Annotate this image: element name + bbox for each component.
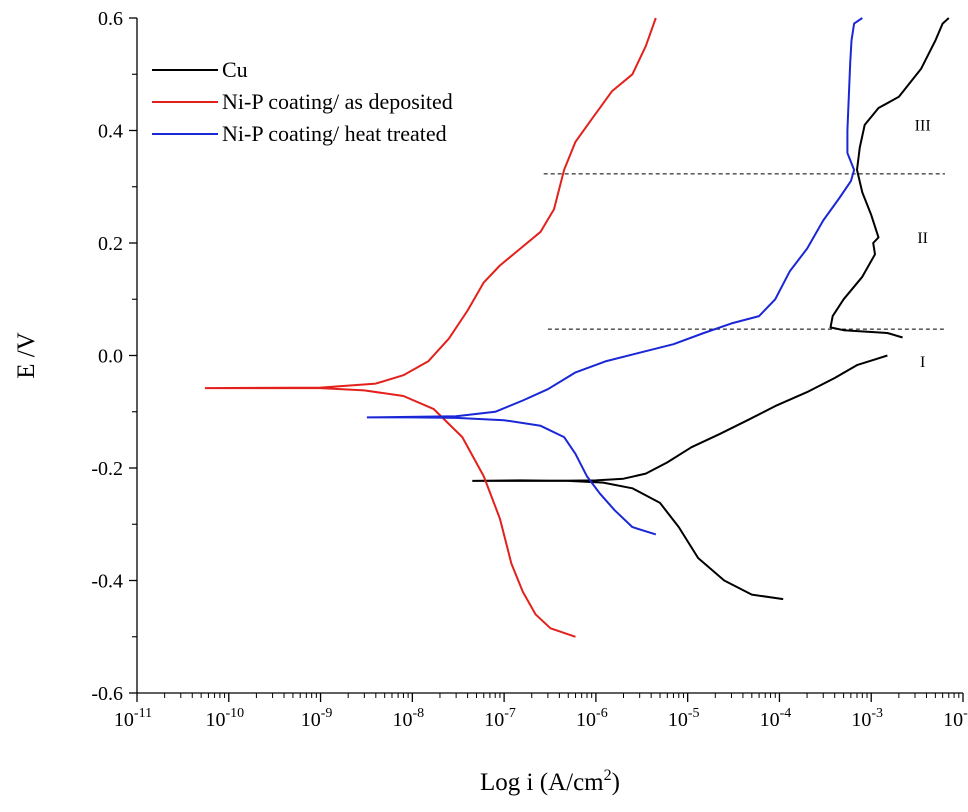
y-tick-label: -0.4 bbox=[91, 571, 123, 593]
y-tick-label: 0.4 bbox=[98, 121, 123, 143]
x-tick-label: 10-6 bbox=[576, 706, 608, 731]
series-line-ni-p-coating-heat-treated bbox=[366, 17, 863, 536]
reference-lines bbox=[543, 173, 945, 330]
region-label: II bbox=[917, 230, 928, 247]
legend-label: Ni-P coating/ as deposited bbox=[222, 89, 453, 114]
x-axis-title: Log i (A/cm2) bbox=[480, 767, 620, 796]
x-tick-label: 10-9 bbox=[301, 706, 333, 731]
x-tick-label: 10-8 bbox=[392, 706, 424, 731]
legend-label: Cu bbox=[222, 57, 248, 82]
region-label: III bbox=[915, 118, 931, 135]
x-tick-label: 10-7 bbox=[484, 706, 516, 731]
legend: Cu Ni-P coating/ as deposited Ni-P coating… bbox=[152, 57, 453, 146]
series-line-ni-p-coating-as-deposited bbox=[204, 17, 657, 638]
axes: 0.6 0.4 0.2 0.0 -0.2 -0.4 -0.610-11 10-10 10-9 10… bbox=[91, 8, 968, 731]
y-tick-label: 0.2 bbox=[98, 233, 123, 255]
y-tick-label: -0.6 bbox=[91, 683, 123, 705]
series-lines bbox=[204, 17, 950, 638]
x-tick-label: 10-5 bbox=[668, 706, 700, 731]
region-label: I bbox=[920, 354, 925, 371]
y-tick-label: 0.6 bbox=[98, 8, 123, 30]
x-tick-label: 10-10 bbox=[205, 706, 244, 731]
series-line-cu bbox=[472, 17, 950, 601]
x-tick-label: 10-11 bbox=[114, 706, 152, 731]
y-tick-label: -0.2 bbox=[91, 458, 123, 480]
legend-label: Ni-P coating/ heat treated bbox=[222, 121, 447, 146]
x-tick-label: 10-2 bbox=[943, 706, 968, 731]
y-tick-label: 0.0 bbox=[98, 346, 123, 368]
x-tick-label: 10-4 bbox=[760, 706, 792, 731]
y-axis-title: E /V bbox=[13, 332, 40, 379]
x-tick-label: 10-3 bbox=[851, 706, 883, 731]
